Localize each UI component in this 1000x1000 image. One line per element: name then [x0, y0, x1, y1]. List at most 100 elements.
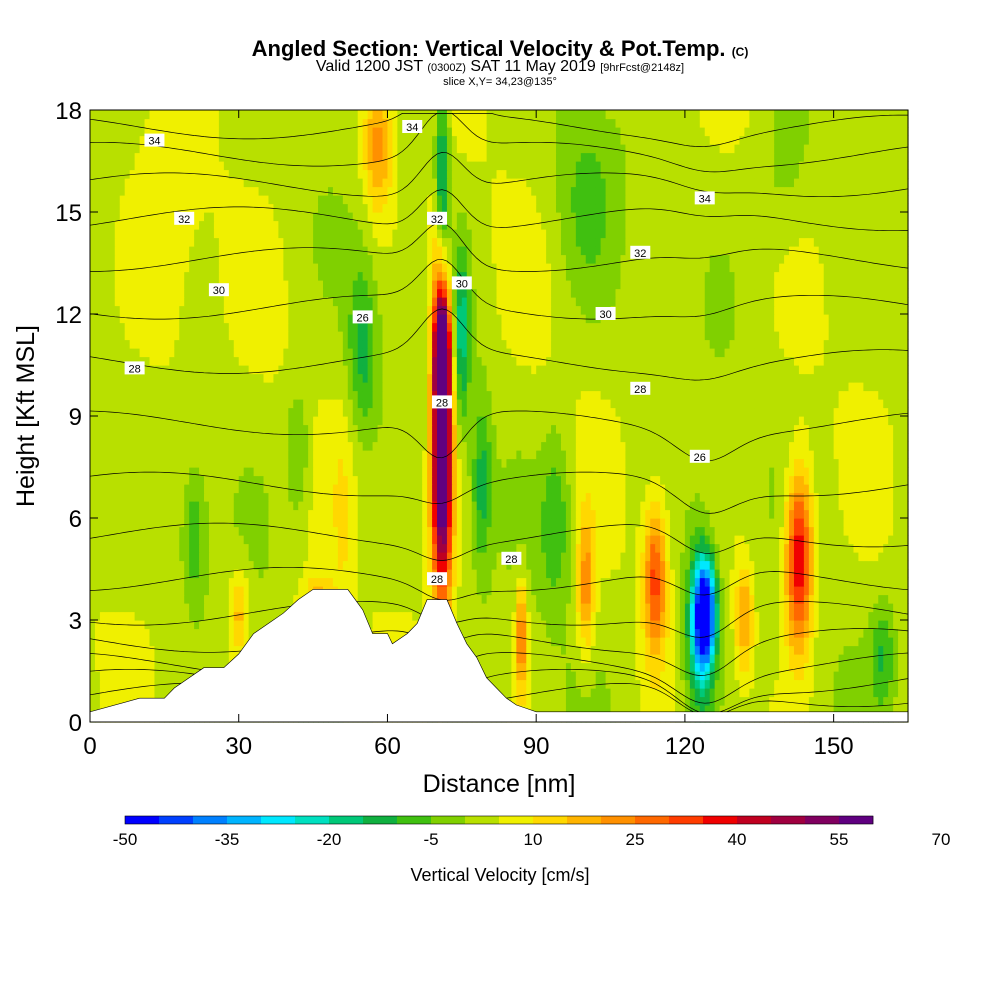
velocity-cell	[674, 611, 681, 621]
velocity-cell	[610, 654, 617, 664]
velocity-cell	[635, 688, 641, 698]
velocity-cell	[585, 603, 592, 613]
velocity-cell	[90, 688, 96, 698]
velocity-cell	[159, 467, 165, 477]
velocity-cell	[556, 696, 562, 706]
velocity-cell	[402, 526, 408, 536]
velocity-cell	[729, 577, 736, 587]
velocity-cell	[288, 594, 294, 604]
velocity-cell	[174, 679, 180, 689]
velocity-cell	[268, 594, 275, 604]
velocity-cell	[570, 611, 577, 621]
velocity-cell	[645, 509, 651, 519]
velocity-cell	[719, 620, 726, 630]
velocity-cell	[332, 543, 339, 553]
velocity-cell	[605, 475, 612, 485]
velocity-cell	[521, 696, 527, 706]
velocity-cell	[868, 569, 874, 579]
velocity-cell	[407, 611, 413, 621]
velocity-cell	[883, 620, 889, 630]
velocity-cell	[734, 654, 741, 664]
velocity-cell	[808, 620, 815, 630]
velocity-cell	[684, 654, 691, 664]
velocity-cell	[803, 654, 810, 664]
velocity-cell	[184, 509, 190, 519]
velocity-cell	[679, 637, 686, 647]
velocity-cell	[233, 628, 240, 638]
velocity-cell	[347, 586, 354, 596]
velocity-cell	[481, 509, 488, 519]
velocity-cell	[352, 475, 359, 485]
velocity-cell	[650, 518, 656, 528]
velocity-cell	[357, 543, 364, 553]
velocity-cell	[283, 552, 289, 562]
velocity-cell	[218, 603, 225, 613]
velocity-cell	[278, 467, 284, 477]
velocity-cell	[119, 475, 126, 485]
velocity-cell	[868, 467, 874, 477]
velocity-cell	[104, 458, 111, 468]
velocity-cell	[243, 620, 250, 630]
velocity-cell	[665, 594, 671, 604]
velocity-cell	[466, 577, 473, 587]
velocity-cell	[689, 654, 696, 664]
velocity-cell	[382, 560, 389, 570]
velocity-cell	[139, 501, 146, 511]
velocity-cell	[427, 475, 433, 485]
velocity-cell	[739, 501, 745, 511]
velocity-cell	[764, 586, 770, 596]
velocity-cell	[397, 543, 403, 553]
velocity-cell	[536, 645, 542, 655]
velocity-cell	[273, 611, 279, 621]
velocity-cell	[670, 560, 676, 570]
velocity-cell	[432, 475, 438, 485]
velocity-cell	[898, 645, 904, 655]
velocity-cell	[650, 671, 656, 681]
velocity-cell	[134, 509, 141, 519]
velocity-cell	[303, 518, 309, 528]
velocity-cell	[387, 569, 394, 579]
velocity-cell	[789, 688, 795, 698]
velocity-cell	[858, 671, 864, 681]
velocity-cell	[372, 603, 379, 613]
velocity-cell	[134, 654, 141, 664]
velocity-cell	[516, 654, 522, 664]
velocity-cell	[129, 654, 136, 664]
velocity-cell	[679, 484, 686, 494]
velocity-cell	[645, 679, 651, 689]
velocity-cell	[94, 577, 101, 587]
velocity-cell	[625, 611, 631, 621]
velocity-cell	[318, 509, 324, 519]
velocity-cell	[699, 603, 706, 613]
velocity-cell	[640, 611, 646, 621]
velocity-cell	[868, 543, 874, 553]
velocity-cell	[461, 552, 468, 562]
velocity-cell	[823, 569, 830, 579]
velocity-cell	[580, 637, 587, 647]
velocity-cell	[704, 603, 711, 613]
velocity-cell	[516, 467, 522, 477]
velocity-cell	[838, 552, 845, 562]
velocity-cell	[427, 467, 433, 477]
velocity-cell	[397, 526, 403, 536]
velocity-cell	[803, 594, 810, 604]
velocity-cell	[129, 560, 136, 570]
velocity-cell	[650, 492, 656, 502]
velocity-cell	[397, 552, 403, 562]
velocity-cell	[828, 569, 835, 579]
velocity-cell	[417, 518, 423, 528]
velocity-cell	[674, 501, 681, 511]
velocity-cell	[491, 526, 498, 536]
velocity-cell	[888, 509, 894, 519]
velocity-cell	[372, 620, 379, 630]
velocity-cell	[293, 543, 299, 553]
velocity-cell	[90, 679, 96, 689]
velocity-cell	[318, 467, 324, 477]
velocity-cell	[689, 620, 696, 630]
velocity-cell	[194, 654, 200, 664]
velocity-cell	[144, 509, 151, 519]
velocity-cell	[689, 577, 696, 587]
velocity-cell	[873, 603, 879, 613]
velocity-cell	[595, 671, 602, 681]
velocity-cell	[541, 654, 547, 664]
